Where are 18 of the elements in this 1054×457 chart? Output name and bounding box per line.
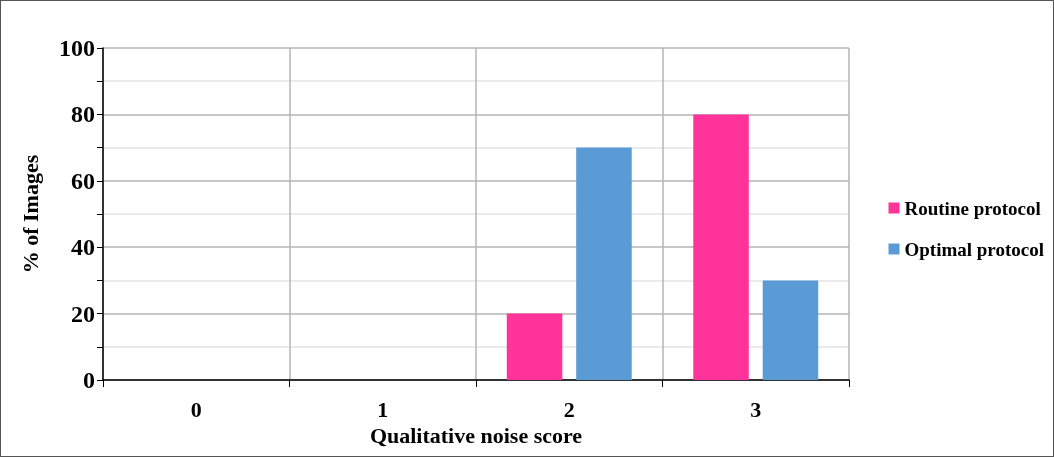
- y-tick-label: 0: [83, 367, 95, 393]
- legend-label: Optimal protocol: [904, 238, 1045, 260]
- y-tick-label: 60: [71, 167, 95, 194]
- y-tick-label: 20: [71, 300, 95, 327]
- x-tick-label: 2: [563, 396, 575, 422]
- bar: [693, 114, 749, 380]
- bar: [762, 280, 819, 380]
- x-tick-label: 0: [190, 396, 202, 422]
- x-axis-title: Qualitative noise score: [369, 423, 583, 449]
- y-tick-label: 100: [59, 35, 95, 61]
- legend-label: Routine protocol: [904, 197, 1041, 219]
- x-tick-label: 1: [377, 396, 389, 422]
- x-tick-label: 3: [750, 396, 762, 422]
- y-tick-label: 80: [71, 101, 95, 128]
- y-tick-label: 40: [71, 234, 95, 261]
- bar: [506, 313, 563, 380]
- bar: [576, 147, 632, 380]
- y-axis-title: % of Images: [17, 154, 43, 274]
